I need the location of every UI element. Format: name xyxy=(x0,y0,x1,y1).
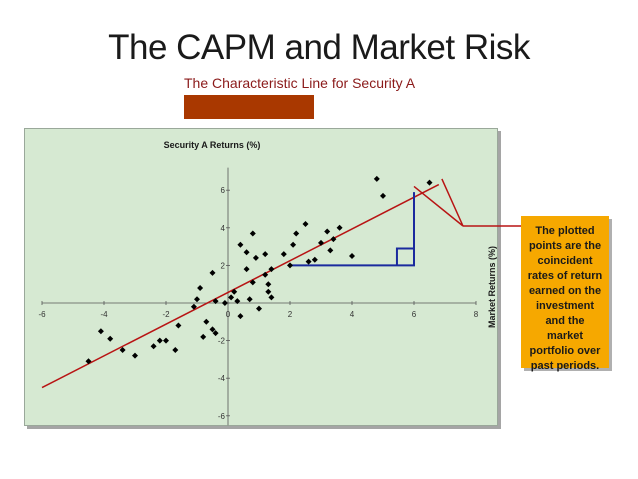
data-point xyxy=(305,258,312,265)
chart-points xyxy=(85,175,433,365)
data-point xyxy=(249,279,256,286)
data-point xyxy=(190,303,197,310)
data-point xyxy=(302,221,309,228)
data-point xyxy=(203,318,210,325)
x-tick-label: 6 xyxy=(412,310,417,319)
callout-box: The plotted points are the coincident ra… xyxy=(521,216,609,372)
data-point xyxy=(318,239,324,246)
data-point xyxy=(237,313,244,320)
data-point xyxy=(200,333,207,340)
data-point xyxy=(197,284,204,291)
y-tick-label: -6 xyxy=(218,412,226,421)
data-point xyxy=(327,247,334,254)
data-point xyxy=(237,241,244,248)
data-point xyxy=(262,251,269,258)
data-point xyxy=(97,328,104,335)
data-point xyxy=(293,230,300,237)
data-point xyxy=(287,262,293,269)
data-point xyxy=(252,254,259,261)
data-point xyxy=(209,326,216,333)
x-tick-label: -4 xyxy=(100,310,108,319)
data-point xyxy=(150,343,157,350)
data-point xyxy=(324,228,331,235)
data-point xyxy=(311,256,318,263)
chart-axes xyxy=(42,167,476,426)
data-point xyxy=(172,347,179,353)
slope-triangle xyxy=(290,192,415,267)
chart-annotations xyxy=(41,178,523,389)
data-point xyxy=(107,335,114,342)
x-tick-label: 4 xyxy=(350,310,355,319)
x-tick-label: 0 xyxy=(226,310,231,319)
data-point xyxy=(221,300,228,306)
data-point xyxy=(265,281,272,288)
data-point xyxy=(234,298,241,305)
data-point xyxy=(132,352,138,359)
y-tick-label: -4 xyxy=(218,374,226,383)
x-tick-label: -6 xyxy=(38,310,46,319)
data-point xyxy=(212,330,219,337)
data-point xyxy=(246,296,253,303)
data-point xyxy=(268,294,275,301)
data-point xyxy=(228,294,235,301)
data-point xyxy=(209,269,216,276)
data-point xyxy=(268,266,275,273)
slide-subtitle: The Characteristic Line for Security A xyxy=(184,75,416,91)
x-axis-label: Market Returns (%) xyxy=(487,246,497,328)
data-point xyxy=(249,230,256,237)
data-point xyxy=(336,224,343,231)
x-tick-label: 8 xyxy=(474,310,479,319)
data-point xyxy=(243,266,250,273)
chart-frame xyxy=(24,128,498,426)
data-point xyxy=(194,296,200,303)
data-point xyxy=(256,305,262,312)
y-axis-label: Security A Returns (%) xyxy=(164,140,261,150)
data-point xyxy=(426,179,433,186)
chart-ticks: -6 -4 -2 0 2 4 6 8 -6 -4 -2 2 4 6 xyxy=(38,186,478,421)
y-tick-label: 2 xyxy=(221,261,226,270)
data-point xyxy=(380,192,386,199)
slide-title: The CAPM and Market Risk xyxy=(108,28,530,67)
accent-box xyxy=(184,95,314,119)
data-point xyxy=(119,347,126,353)
data-point xyxy=(231,288,238,295)
x-tick-label: -2 xyxy=(162,310,170,319)
data-point xyxy=(280,251,287,258)
data-point xyxy=(175,322,182,329)
data-point xyxy=(212,298,219,305)
data-point xyxy=(156,337,163,344)
data-point xyxy=(163,337,169,344)
y-tick-label: 6 xyxy=(221,186,226,195)
y-tick-label: -2 xyxy=(218,337,226,346)
data-point xyxy=(349,253,355,259)
right-angle-marker xyxy=(395,247,414,266)
characteristic-line xyxy=(41,183,440,389)
y-tick-label: 4 xyxy=(221,224,226,233)
data-point xyxy=(262,271,269,278)
data-point xyxy=(290,241,297,248)
x-tick-label: 2 xyxy=(288,310,293,319)
data-point xyxy=(85,358,92,365)
data-point xyxy=(330,236,337,243)
data-point xyxy=(373,175,380,182)
data-point xyxy=(265,288,272,295)
callout-pointer xyxy=(413,178,464,227)
data-point xyxy=(243,249,250,256)
